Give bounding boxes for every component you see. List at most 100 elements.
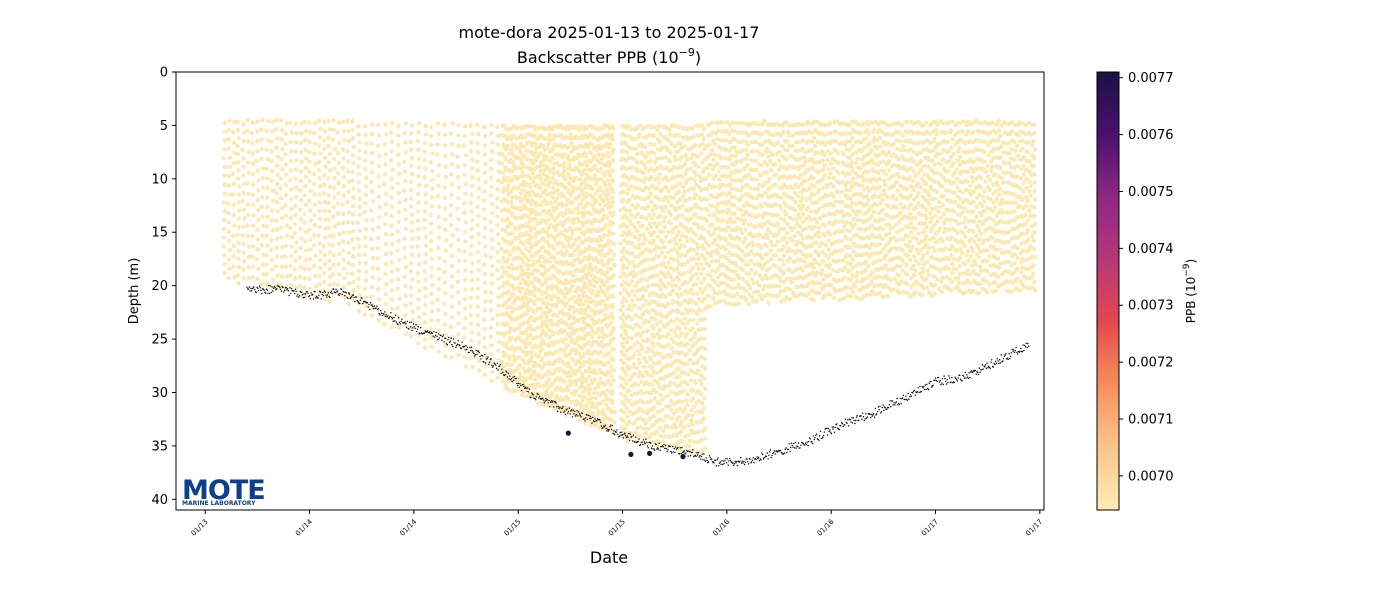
data-point <box>669 203 674 208</box>
data-point <box>792 173 797 179</box>
data-point <box>577 177 583 182</box>
data-point <box>702 396 707 401</box>
data-point <box>723 228 729 234</box>
data-point <box>589 404 595 410</box>
data-point <box>611 347 617 352</box>
data-point <box>289 130 294 135</box>
data-point <box>463 220 468 225</box>
data-point <box>507 329 512 335</box>
data-point <box>317 200 322 205</box>
data-point <box>383 271 388 277</box>
data-point <box>753 298 759 304</box>
data-point <box>307 208 313 213</box>
data-point <box>363 303 369 309</box>
data-point <box>643 298 648 303</box>
data-point <box>612 410 617 415</box>
data-point <box>769 257 774 262</box>
data-point <box>718 290 723 295</box>
data-point <box>627 398 632 404</box>
data-point <box>541 264 546 269</box>
data-point <box>759 297 764 302</box>
data-point <box>811 135 817 141</box>
data-point <box>611 210 616 215</box>
data-point <box>571 273 576 278</box>
data-point <box>732 195 737 200</box>
data-point <box>552 218 558 223</box>
data-point <box>668 132 673 137</box>
data-point <box>490 316 495 322</box>
data-point <box>581 328 586 333</box>
data-point <box>580 275 585 281</box>
data-point <box>622 279 627 284</box>
data-point <box>765 235 770 241</box>
data-point <box>241 258 247 264</box>
data-point <box>597 343 602 348</box>
data-point <box>395 267 400 272</box>
data-point <box>600 308 606 313</box>
data-point <box>654 205 659 210</box>
data-point <box>594 279 600 285</box>
data-point <box>548 308 553 313</box>
data-point <box>708 152 713 157</box>
data-point <box>307 139 312 145</box>
data-point <box>814 210 819 215</box>
data-point <box>831 194 836 199</box>
data-point <box>327 274 333 280</box>
data-point <box>250 151 256 156</box>
data-point <box>350 203 356 209</box>
data-point <box>232 119 237 125</box>
data-point <box>549 322 555 327</box>
data-point <box>627 123 632 129</box>
data-point <box>589 343 594 348</box>
data-point <box>609 320 614 325</box>
data-point <box>848 237 854 242</box>
data-point <box>470 261 475 266</box>
data-point <box>538 177 543 182</box>
data-point <box>222 182 228 187</box>
data-point <box>363 201 368 206</box>
data-point <box>503 300 508 305</box>
data-point <box>316 118 322 124</box>
data-point <box>803 178 808 184</box>
data-point <box>852 284 857 289</box>
data-point <box>537 164 542 169</box>
data-point <box>651 151 657 156</box>
data-point <box>671 339 676 345</box>
data-point <box>570 305 576 310</box>
data-point <box>299 150 304 155</box>
data-point <box>292 276 298 281</box>
data-point <box>839 248 844 253</box>
data-point <box>322 137 327 143</box>
data-point <box>351 254 356 259</box>
data-point <box>668 407 674 412</box>
data-point <box>332 176 337 181</box>
data-point <box>623 207 629 213</box>
data-point <box>648 398 653 404</box>
data-point <box>793 199 798 204</box>
data-point <box>345 118 350 123</box>
data-point <box>533 344 539 350</box>
data-point <box>605 178 610 183</box>
data-point <box>463 181 469 187</box>
data-point <box>523 206 529 211</box>
data-point <box>476 340 482 346</box>
data-point <box>685 412 691 418</box>
data-point <box>567 351 573 357</box>
data-point <box>297 274 302 279</box>
data-point <box>280 147 285 152</box>
data-point <box>520 197 526 202</box>
data-point <box>417 121 422 126</box>
data-point <box>533 386 538 391</box>
data-point <box>499 359 505 365</box>
data-point <box>619 324 624 330</box>
data-point <box>702 386 707 391</box>
data-point <box>627 377 632 382</box>
data-point <box>449 172 454 177</box>
data-point <box>232 202 237 207</box>
data-point <box>462 191 468 196</box>
data-point <box>278 196 284 201</box>
data-point <box>727 190 732 196</box>
data-point <box>690 396 695 401</box>
data-point <box>544 154 549 160</box>
data-point <box>583 403 588 408</box>
